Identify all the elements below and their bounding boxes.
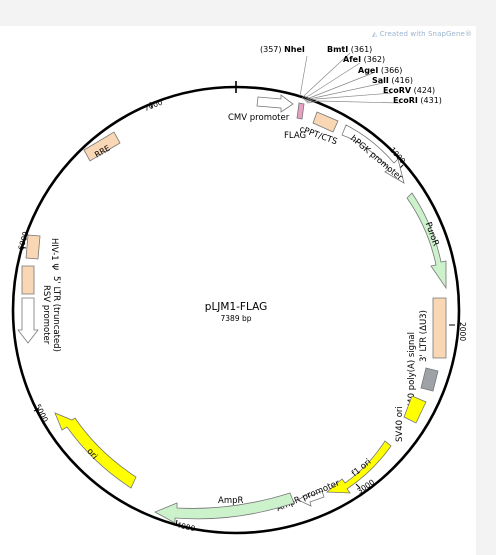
site-afei-name: AfeI xyxy=(343,55,361,64)
feature-hiv1-psi[interactable]: HIV-1 Ψ xyxy=(25,234,59,270)
site-ecorv[interactable]: EcoRV (424) xyxy=(383,86,435,95)
svg-text:AgeI (366): AgeI (366) xyxy=(358,66,402,75)
feature-puror[interactable]: PuroR xyxy=(406,192,447,290)
feature-ampr[interactable]: AmpR xyxy=(154,492,295,524)
svg-text:EcoRI (431): EcoRI (431) xyxy=(393,96,442,105)
feature-rre[interactable]: RRE xyxy=(83,131,121,162)
site-bmti[interactable]: BmtI (361) xyxy=(327,45,372,54)
feature-sv40ori-label: SV40 ori xyxy=(395,406,405,442)
feature-5ltr-shape xyxy=(21,265,35,295)
site-ecorv-name: EcoRV xyxy=(383,86,412,95)
tick-label-7000: 7000 xyxy=(143,97,164,113)
site-ecorv-pos: (424) xyxy=(411,86,435,95)
site-leader-lines xyxy=(299,52,401,104)
plasmid-size: 7389 bp xyxy=(221,314,252,323)
feature-ori[interactable]: ori xyxy=(54,412,137,489)
site-bmti-pos: (361) xyxy=(348,45,372,54)
site-afei-pos: (362) xyxy=(361,55,385,64)
feature-flag-label: FLAG xyxy=(284,131,306,141)
feature-ampr-label: AmpR xyxy=(218,496,243,506)
feature-sv40pa-shape xyxy=(420,367,439,392)
tick-7000: 7000 xyxy=(143,97,164,113)
feature-flag-shape xyxy=(296,102,305,120)
site-ecori-pos: (431) xyxy=(418,96,442,105)
feature-sv40ori-shape xyxy=(403,395,427,424)
feature-puror-label: PuroR xyxy=(423,221,441,248)
feature-rsv-shape xyxy=(17,297,39,344)
feature-sv40-ori[interactable]: SV40 ori xyxy=(395,395,427,442)
feature-amppr-shape xyxy=(297,490,325,507)
tick-label-5000: 5000 xyxy=(33,403,50,424)
feature-cmv-label: CMV promoter xyxy=(228,113,290,123)
feature-3ltr-label: 3' LTR (ΔU3) xyxy=(419,310,429,362)
feature-5ltr-label: 5' LTR (truncated) xyxy=(51,276,61,352)
snapgene-watermark-text: Created with SnapGene® xyxy=(379,30,472,38)
map-panel xyxy=(0,26,476,555)
feature-flag[interactable]: FLAG xyxy=(284,102,306,141)
site-ecori-name: EcoRI xyxy=(393,96,418,105)
site-agei[interactable]: AgeI (366) xyxy=(358,66,402,75)
feature-hpgk-shape xyxy=(341,124,405,184)
feature-sv40pa-label: SV40 poly(A) signal xyxy=(407,332,417,415)
feature-cppt-cts[interactable]: cPPT/CTS xyxy=(298,111,339,147)
snapgene-logo-icon: ◭ xyxy=(371,30,378,38)
site-agei-pos: (366) xyxy=(378,66,402,75)
site-afei[interactable]: AfeI (362) xyxy=(343,55,385,64)
site-sali-name: SalI xyxy=(372,76,389,85)
svg-text:(357) NheI: (357) NheI xyxy=(260,45,305,54)
site-sali-pos: (416) xyxy=(389,76,413,85)
tick-4000: 4000 xyxy=(175,519,196,533)
feature-hiv-shape xyxy=(25,234,41,260)
site-nhei[interactable]: (357) NheI xyxy=(260,45,305,54)
site-agei-name: AgeI xyxy=(358,66,378,75)
feature-f1ori-shape xyxy=(325,440,392,494)
feature-ori-shape xyxy=(54,412,137,489)
svg-text:BmtI (361): BmtI (361) xyxy=(327,45,372,54)
feature-3ltr-shape xyxy=(432,297,447,359)
feature-rre-shape xyxy=(83,131,121,162)
feature-puror-shape xyxy=(406,192,447,290)
feature-cppt-shape xyxy=(312,111,339,133)
tick-2000: 2000 xyxy=(449,322,467,341)
site-bmti-name: BmtI xyxy=(327,45,348,54)
feature-hiv-label: HIV-1 Ψ xyxy=(49,238,59,270)
feature-5ltr[interactable]: 5' LTR (truncated) xyxy=(21,265,61,352)
svg-text:EcoRV (424): EcoRV (424) xyxy=(383,86,435,95)
site-ecori[interactable]: EcoRI (431) xyxy=(393,96,442,105)
feature-ampr-shape xyxy=(154,492,295,524)
feature-3ltr[interactable]: 3' LTR (ΔU3) xyxy=(419,297,447,362)
plasmid-name: pLJM1-FLAG xyxy=(205,301,267,313)
feature-cmv-promoter[interactable]: CMV promoter xyxy=(228,94,294,123)
site-sali[interactable]: SalI (416) xyxy=(372,76,413,85)
site-nhei-pos: (357) xyxy=(260,45,284,54)
feature-cmv-shape xyxy=(256,94,294,113)
tick-label-2000: 2000 xyxy=(458,322,467,341)
tick-5000: 5000 xyxy=(33,403,50,424)
svg-text:AfeI (362): AfeI (362) xyxy=(343,55,385,64)
feature-rsv-label: RSV promoter xyxy=(41,285,51,345)
feature-sv40-polya[interactable]: SV40 poly(A) signal xyxy=(407,332,439,415)
feature-rsv-promoter[interactable]: RSV promoter xyxy=(17,285,51,345)
svg-text:SalI (416): SalI (416) xyxy=(372,76,413,85)
site-nhei-name: NheI xyxy=(284,45,305,54)
tick-label-4000: 4000 xyxy=(175,520,196,533)
snapgene-watermark: ◭ Created with SnapGene® xyxy=(372,30,472,38)
